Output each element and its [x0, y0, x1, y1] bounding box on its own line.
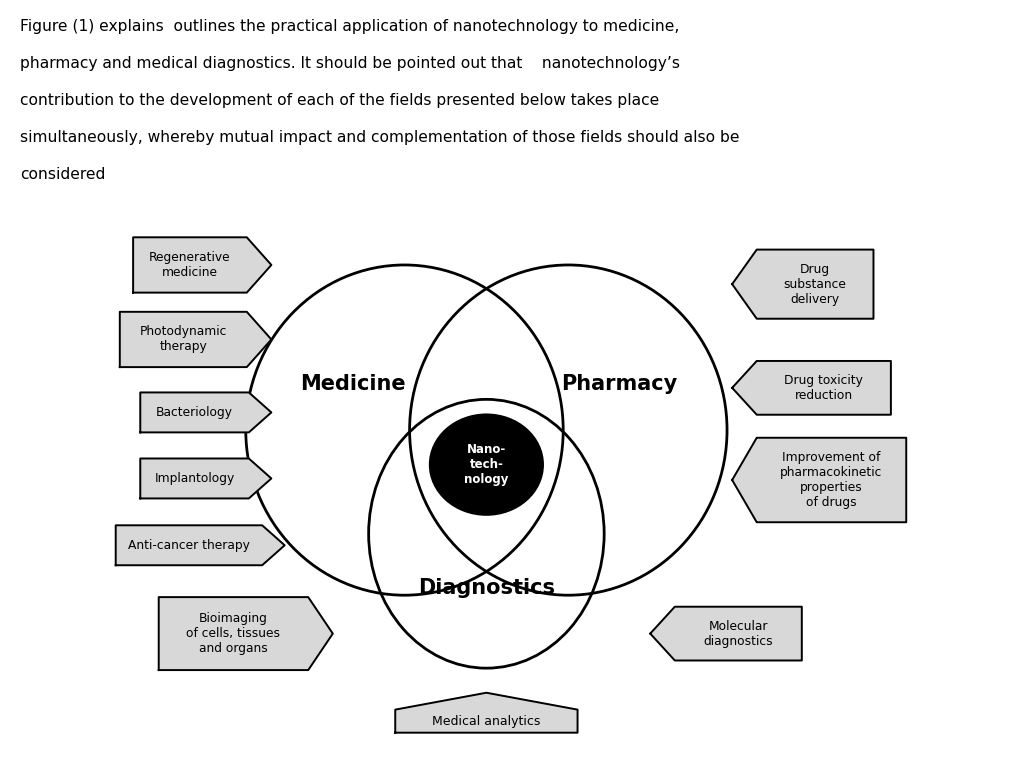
Text: Regenerative
medicine: Regenerative medicine [150, 251, 230, 279]
Polygon shape [116, 525, 285, 565]
Polygon shape [133, 237, 271, 293]
Text: Drug
substance
delivery: Drug substance delivery [783, 263, 847, 306]
Text: Molecular
diagnostics: Molecular diagnostics [703, 620, 773, 647]
Text: Bioimaging
of cells, tissues
and organs: Bioimaging of cells, tissues and organs [186, 612, 281, 655]
Polygon shape [732, 438, 906, 522]
Text: Medical analytics: Medical analytics [432, 715, 541, 727]
Polygon shape [395, 693, 578, 733]
Polygon shape [159, 598, 333, 670]
Polygon shape [120, 312, 271, 367]
Text: Improvement of
pharmacokinetic
properties
of drugs: Improvement of pharmacokinetic propertie… [780, 451, 883, 509]
Text: Bacteriology: Bacteriology [156, 406, 233, 419]
Polygon shape [650, 607, 802, 660]
Text: Nano-
tech-
nology: Nano- tech- nology [464, 443, 509, 486]
Polygon shape [140, 392, 271, 432]
Text: Anti-cancer therapy: Anti-cancer therapy [128, 539, 250, 551]
Polygon shape [732, 250, 873, 319]
Text: Medicine: Medicine [300, 374, 407, 394]
Polygon shape [140, 458, 271, 498]
Text: Implantology: Implantology [155, 472, 234, 485]
Ellipse shape [430, 415, 543, 515]
Text: considered: considered [20, 167, 105, 182]
Text: Pharmacy: Pharmacy [561, 374, 678, 394]
Text: Diagnostics: Diagnostics [418, 578, 555, 598]
Text: Photodynamic
therapy: Photodynamic therapy [139, 326, 227, 353]
Text: contribution to the development of each of the fields presented below takes plac: contribution to the development of each … [20, 93, 659, 108]
Polygon shape [732, 361, 891, 415]
Text: simultaneously, whereby mutual impact and complementation of those fields should: simultaneously, whereby mutual impact an… [20, 130, 740, 145]
Text: Figure (1) explains  outlines the practical application of nanotechnology to med: Figure (1) explains outlines the practic… [20, 19, 680, 35]
Text: pharmacy and medical diagnostics. It should be pointed out that    nanotechnolog: pharmacy and medical diagnostics. It sho… [20, 56, 681, 71]
Text: Drug toxicity
reduction: Drug toxicity reduction [784, 374, 863, 402]
